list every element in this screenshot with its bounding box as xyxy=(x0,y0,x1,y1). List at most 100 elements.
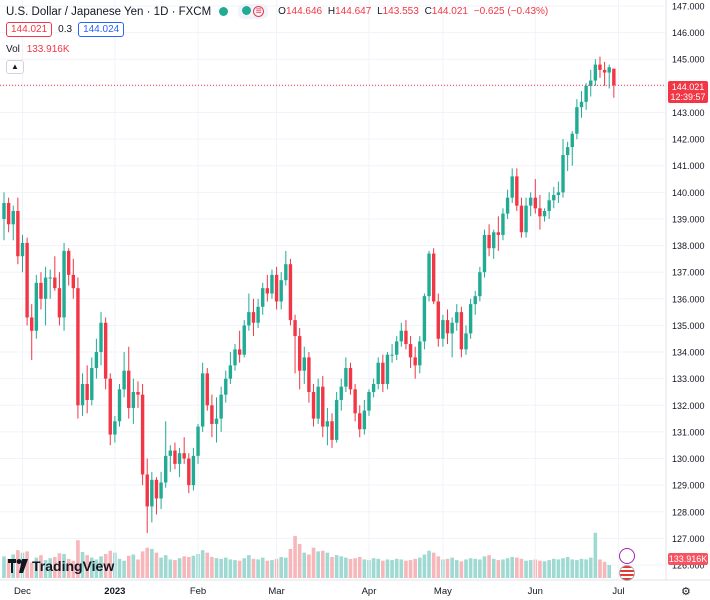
y-tick-label: 147.000 xyxy=(672,2,705,12)
collapse-legend-button[interactable]: ▲ xyxy=(6,60,24,74)
candle-body xyxy=(399,330,404,342)
candle-body xyxy=(579,101,584,108)
volume-bar xyxy=(450,557,454,578)
volume-bar xyxy=(418,557,422,578)
symbol-title[interactable]: U.S. Dollar / Japanese Yen · 1D · FXCM xyxy=(6,5,212,18)
volume-bar xyxy=(228,559,233,578)
tradingview-mark-icon xyxy=(8,559,28,573)
volume-bar xyxy=(376,558,381,578)
candle-body xyxy=(376,362,380,384)
candle-body xyxy=(542,210,547,217)
candle-body xyxy=(538,208,542,217)
candle-body xyxy=(367,391,371,411)
candle-body xyxy=(358,413,362,430)
candle-body xyxy=(482,234,487,273)
candle-body xyxy=(325,421,330,427)
candle-body xyxy=(492,232,496,249)
volume-bar xyxy=(99,556,103,578)
volume-bar xyxy=(316,551,320,578)
volume-bar xyxy=(85,555,89,578)
volume-value: 133.916K xyxy=(26,44,70,55)
volume-bar xyxy=(528,560,533,578)
candle-body xyxy=(395,341,399,355)
candle-body xyxy=(62,250,66,318)
candle-body xyxy=(117,389,122,422)
volume-bar xyxy=(524,560,528,578)
candle-body xyxy=(422,296,427,342)
volume-bar xyxy=(76,540,80,578)
volume-bar xyxy=(11,554,16,578)
volume-bar xyxy=(542,561,547,578)
candle-body xyxy=(505,197,510,214)
candle-body xyxy=(524,205,528,233)
volume-bar xyxy=(478,559,482,578)
volume-bar xyxy=(482,556,487,578)
y-tick-label: 140.000 xyxy=(672,188,705,198)
volume-bar xyxy=(561,558,565,578)
volume-bar xyxy=(607,565,612,578)
volume-legend[interactable]: Vol 133.916K xyxy=(6,44,70,55)
volume-bar xyxy=(390,560,394,578)
lightning-event-icon[interactable] xyxy=(619,548,635,564)
candle-body xyxy=(11,210,15,225)
volume-bar xyxy=(53,556,57,578)
candle-body xyxy=(224,378,228,395)
candle-body xyxy=(381,362,385,384)
candle-body xyxy=(436,301,440,339)
x-tick-label: Dec xyxy=(14,586,31,597)
candle-body xyxy=(427,253,431,297)
buy-button[interactable]: 144.024 xyxy=(78,22,125,37)
candle-body xyxy=(612,68,616,86)
volume-bar xyxy=(357,556,362,578)
y-tick-label: 128.000 xyxy=(672,507,705,517)
volume-bar xyxy=(29,562,34,578)
candle-body xyxy=(473,296,477,305)
x-tick-label: Mar xyxy=(268,586,284,597)
candle-body xyxy=(552,194,556,201)
candle-body xyxy=(431,253,436,302)
volume-bar xyxy=(344,557,348,578)
volume-bar xyxy=(473,558,478,578)
volume-bar xyxy=(454,560,459,578)
volume-bar xyxy=(136,559,140,578)
y-tick-label: 141.000 xyxy=(672,161,705,171)
volume-bar xyxy=(140,551,145,578)
candle-body xyxy=(187,458,191,486)
volume-bar xyxy=(501,559,505,578)
candle-body xyxy=(459,312,464,350)
volume-bar xyxy=(187,556,191,578)
x-tick-label: Feb xyxy=(190,586,206,597)
candle-body xyxy=(237,349,242,355)
sell-button[interactable]: 144.021 xyxy=(6,22,53,37)
open-label: O xyxy=(278,6,286,17)
volume-bar xyxy=(131,554,136,578)
last-volume-label: 133.916K xyxy=(668,553,708,565)
candle-body xyxy=(270,274,274,294)
volume-bar xyxy=(48,558,52,578)
volume-bar xyxy=(551,558,556,578)
candle-body xyxy=(321,386,325,427)
gear-icon[interactable]: ⚙ xyxy=(681,586,691,598)
volume-bar xyxy=(413,558,417,578)
us-flag-event-icon[interactable] xyxy=(619,565,635,581)
volume-bar xyxy=(371,558,376,578)
market-status-box[interactable]: ≡ xyxy=(238,4,269,19)
volume-bar xyxy=(2,556,6,578)
candle-body xyxy=(279,280,283,302)
candle-body xyxy=(353,389,357,414)
candle-body xyxy=(182,453,186,459)
tradingview-logo[interactable]: TradingView xyxy=(8,558,114,574)
candle-body xyxy=(122,370,126,390)
volume-bar xyxy=(436,556,441,578)
y-tick-label: 143.000 xyxy=(672,108,705,118)
volume-bar xyxy=(334,555,339,578)
candle-body xyxy=(344,368,348,387)
candle-body xyxy=(293,320,297,337)
candle-body xyxy=(570,133,574,148)
volume-bar xyxy=(66,558,71,578)
candle-body xyxy=(528,197,533,206)
volume-bar xyxy=(163,555,168,578)
volume-bar xyxy=(427,550,431,578)
volume-bar xyxy=(39,555,43,578)
